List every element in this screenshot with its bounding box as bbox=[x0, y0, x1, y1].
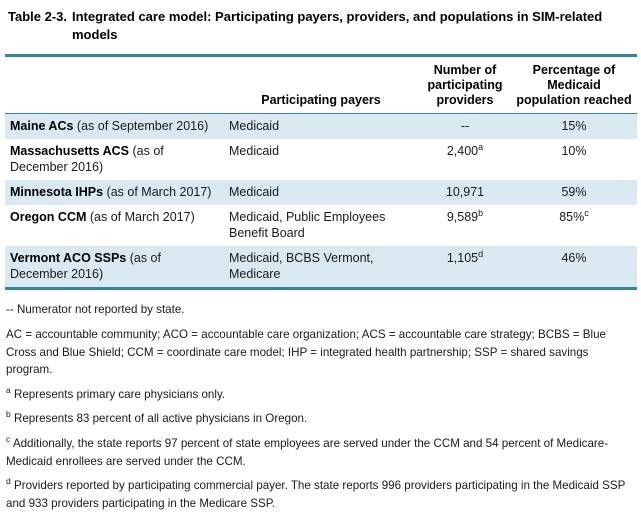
footnote-text: Additionally, the state reports 97 perce… bbox=[6, 437, 609, 468]
providers-value: 9,589 bbox=[446, 210, 479, 225]
model-name-cell: Oregon CCM (as of March 2017) bbox=[5, 205, 223, 246]
payers-cell: Medicaid bbox=[229, 144, 280, 159]
header-payers: Participating payers bbox=[223, 55, 419, 115]
percentage-value: 10% bbox=[561, 144, 587, 159]
percentage-value: 59% bbox=[561, 185, 587, 200]
table-caption: Integrated care model: Participating pay… bbox=[72, 9, 603, 43]
payers-cell: Medicaid bbox=[223, 113, 419, 140]
percentage-value: 15% bbox=[561, 119, 587, 134]
model-asof: (as of March 2017) bbox=[86, 210, 195, 225]
providers-footnote-marker: a bbox=[478, 142, 484, 153]
header-providers: Number of participating providers bbox=[419, 55, 511, 115]
providers-footnote-marker: b bbox=[478, 208, 484, 219]
table-row: Maine ACs (as of September 2016) Medicai… bbox=[5, 113, 637, 140]
footnote-d: d Providers reported by participating co… bbox=[6, 477, 638, 512]
model-name-cell: Minnesota IHPs (as of March 2017) bbox=[5, 180, 223, 206]
providers-cell: 10,971 bbox=[419, 180, 511, 206]
footnotes-section: -- Numerator not reported by state. AC =… bbox=[6, 301, 638, 512]
model-name-cell: Massachusetts ACS (as of December 2016) bbox=[5, 139, 223, 180]
footnote-b: b Represents 83 percent of all active ph… bbox=[6, 410, 638, 428]
providers-footnote-marker: d bbox=[478, 249, 484, 260]
header-row: Participating payers Number of participa… bbox=[5, 55, 637, 115]
providers-value: 10,971 bbox=[445, 185, 485, 200]
model-asof: (as of December 2016) bbox=[10, 144, 164, 175]
model-name: Maine ACs bbox=[10, 119, 74, 134]
payers-cell: Medicaid, Public Employees Benefit Board bbox=[229, 210, 386, 241]
percentage-cell: 59% bbox=[511, 180, 637, 206]
footnote-marker: a bbox=[6, 384, 11, 395]
data-table: Participating payers Number of participa… bbox=[5, 54, 637, 291]
providers-value: 1,105 bbox=[446, 251, 479, 266]
footnote-a: a Represents primary care physicians onl… bbox=[6, 386, 638, 404]
percentage-value: 85% bbox=[559, 210, 585, 225]
footnote-marker: c bbox=[6, 434, 11, 445]
footnote-abbreviations: AC = accountable community; ACO = accoun… bbox=[6, 326, 638, 379]
providers-cell: -- bbox=[419, 113, 511, 140]
model-name: Minnesota IHPs bbox=[10, 185, 104, 200]
model-name: Massachusetts ACS bbox=[10, 144, 130, 159]
providers-cell: 2,400a bbox=[419, 139, 511, 180]
percentage-cell: 46% bbox=[511, 246, 637, 289]
model-asof: (as of March 2017) bbox=[103, 185, 212, 200]
table-row: Minnesota IHPs (as of March 2017) Medica… bbox=[5, 180, 637, 206]
percentage-cell: 10% bbox=[511, 139, 637, 180]
percentage-cell: 15% bbox=[511, 113, 637, 140]
providers-cell: 1,105d bbox=[419, 246, 511, 289]
header-model bbox=[5, 55, 223, 115]
model-name: Vermont ACO SSPs bbox=[10, 251, 127, 266]
model-name: Oregon CCM bbox=[10, 210, 87, 225]
percentage-cell: 85%c bbox=[511, 205, 637, 246]
footnote-dash: -- Numerator not reported by state. bbox=[6, 301, 638, 319]
footnote-c: c Additionally, the state reports 97 per… bbox=[6, 435, 638, 470]
footnote-text: Represents primary care physicians only. bbox=[13, 387, 226, 401]
providers-value: -- bbox=[460, 119, 470, 134]
percentage-value: 46% bbox=[561, 251, 587, 266]
percentage-footnote-marker: c bbox=[584, 208, 589, 219]
model-name-cell: Vermont ACO SSPs (as of December 2016) bbox=[5, 246, 223, 289]
footnote-text: Numerator not reported by state. bbox=[16, 303, 185, 317]
table-row: Massachusetts ACS (as of December 2016) … bbox=[5, 139, 637, 180]
table-row: Vermont ACO SSPs (as of December 2016) M… bbox=[5, 246, 637, 289]
providers-value: 2,400 bbox=[446, 144, 479, 159]
table-number: Table 2-3. bbox=[8, 9, 68, 24]
model-name-cell: Maine ACs (as of September 2016) bbox=[5, 113, 223, 140]
footnote-text: AC = accountable community; ACO = accoun… bbox=[6, 327, 606, 377]
model-asof: (as of September 2016) bbox=[73, 119, 209, 134]
footnote-marker: b bbox=[6, 409, 11, 420]
table-title: Table 2-3. Integrated care model: Partic… bbox=[8, 8, 637, 44]
payers-cell: Medicaid bbox=[223, 180, 419, 206]
model-asof: (as of December 2016) bbox=[10, 251, 161, 282]
header-percentage: Percentage of Medicaid population reache… bbox=[511, 55, 637, 115]
footnote-marker: d bbox=[6, 476, 11, 487]
footnote-text: Providers reported by participating comm… bbox=[6, 479, 626, 510]
payers-cell: Medicaid, BCBS Vermont, Medicare bbox=[223, 246, 419, 289]
footnote-text: Represents 83 percent of all active phys… bbox=[13, 412, 308, 426]
footnote-marker: -- bbox=[6, 303, 14, 317]
providers-cell: 9,589b bbox=[419, 205, 511, 246]
table-row: Oregon CCM (as of March 2017) Medicaid, … bbox=[5, 205, 637, 246]
